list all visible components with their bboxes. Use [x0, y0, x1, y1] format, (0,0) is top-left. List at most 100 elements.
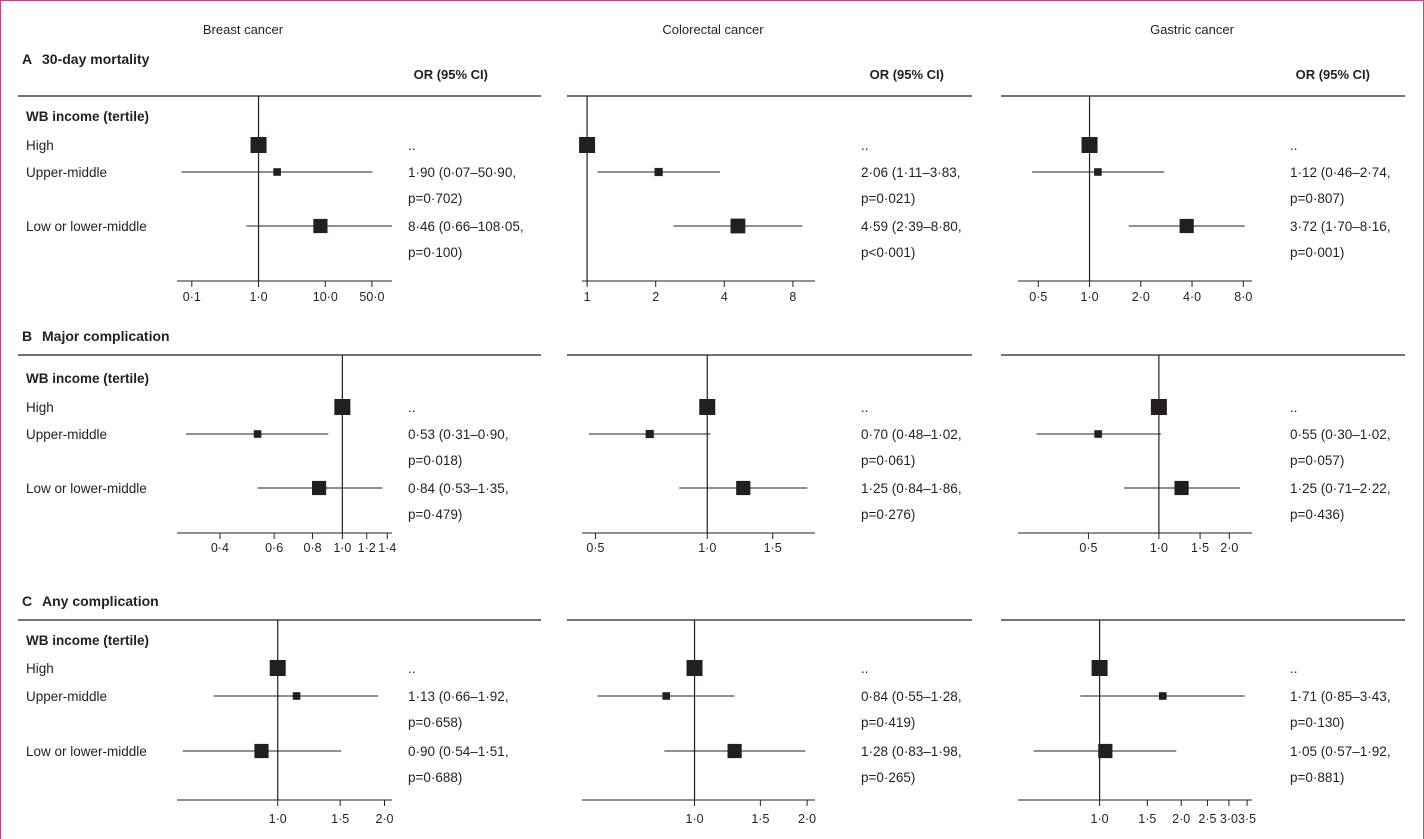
or-value: 0·55 (0·30–1·02,: [1290, 427, 1391, 442]
column-header-1: Colorectal cancer: [662, 22, 764, 37]
point-estimate-marker: [269, 660, 286, 676]
row-label-2: Low or lower-middle: [26, 744, 147, 759]
x-tick-label: 0·4: [211, 541, 229, 555]
row-label-0: High: [26, 400, 54, 415]
or-value: ..: [1290, 400, 1298, 415]
x-tick-label: 1·0: [698, 541, 716, 555]
x-tick-label: 1·0: [1091, 812, 1109, 826]
point-estimate-marker: [727, 743, 742, 759]
section-title: Any complication: [42, 593, 159, 609]
x-tick-label: 2·0: [1132, 290, 1150, 304]
or-value: 0·90 (0·54–1·51,: [408, 744, 509, 759]
or-value: 4·59 (2·39–8·80,: [861, 219, 962, 234]
section-title: 30-day mortality: [42, 51, 150, 67]
point-estimate-marker: [1094, 168, 1102, 176]
p-value: p=0·436): [1290, 507, 1344, 522]
x-tick-label: 2·0: [798, 812, 816, 826]
row-label-1: Upper-middle: [26, 165, 107, 180]
x-tick-label: 1: [584, 290, 591, 304]
column-header-0: Breast cancer: [203, 22, 284, 37]
x-tick-label: 4: [721, 290, 728, 304]
x-tick-label: 4·0: [1183, 290, 1201, 304]
point-estimate-marker: [699, 399, 716, 415]
p-value: p=0·100): [408, 245, 462, 260]
or-value: 1·13 (0·66–1·92,: [408, 689, 509, 704]
p-value: p=0·807): [1290, 191, 1344, 206]
or-value: ..: [1290, 661, 1298, 676]
point-estimate-marker: [250, 137, 267, 153]
row-label-1: Upper-middle: [26, 689, 107, 704]
x-tick-label: 50·0: [359, 290, 384, 304]
x-tick-label: 0·5: [586, 541, 604, 555]
x-tick-label: 1·4: [378, 541, 396, 555]
or-value: 1·28 (0·83–1·98,: [861, 744, 962, 759]
or-value: 0·84 (0·53–1·35,: [408, 481, 509, 496]
p-value: p=0·881): [1290, 770, 1344, 785]
row-label-0: High: [26, 138, 54, 153]
or-value: 1·25 (0·84–1·86,: [861, 481, 962, 496]
point-estimate-marker: [273, 168, 281, 176]
p-value: p=0·702): [408, 191, 462, 206]
x-tick-label: 8·0: [1234, 290, 1252, 304]
x-tick-label: 2·0: [1172, 812, 1190, 826]
or-value: ..: [861, 400, 869, 415]
x-tick-label: 0·5: [1029, 290, 1047, 304]
or-header: OR (95% CI): [870, 67, 944, 82]
p-value: p=0·061): [861, 453, 915, 468]
point-estimate-marker: [1081, 137, 1098, 153]
row-label-2: Low or lower-middle: [26, 219, 147, 234]
x-tick-label: 8: [789, 290, 796, 304]
x-tick-label: 1·0: [269, 812, 287, 826]
or-value: ..: [408, 661, 416, 676]
p-value: p=0·021): [861, 191, 915, 206]
point-estimate-marker: [654, 167, 663, 177]
point-estimate-marker: [645, 429, 654, 439]
point-estimate-marker: [579, 137, 596, 153]
x-tick-label: 0·1: [183, 290, 201, 304]
or-value: 0·70 (0·48–1·02,: [861, 427, 962, 442]
x-tick-label: 1·0: [1081, 290, 1099, 304]
point-estimate-marker: [662, 692, 671, 700]
or-value: ..: [408, 400, 416, 415]
or-value: 3·72 (1·70–8·16,: [1290, 219, 1391, 234]
x-tick-label: 1·0: [1150, 541, 1168, 555]
x-tick-label: 0·5: [1079, 541, 1097, 555]
x-tick-label: 10·0: [313, 290, 338, 304]
or-value: 0·53 (0·31–0·90,: [408, 427, 509, 442]
point-estimate-marker: [1174, 480, 1189, 496]
row-label-0: High: [26, 661, 54, 676]
point-estimate-marker: [311, 480, 327, 496]
point-estimate-marker: [1150, 399, 1167, 415]
point-estimate-marker: [1098, 743, 1113, 759]
p-value: p=0·688): [408, 770, 462, 785]
p-value: p=0·658): [408, 715, 462, 730]
p-value: p=0·018): [408, 453, 462, 468]
point-estimate-marker: [736, 480, 751, 496]
x-tick-label: 1·5: [1138, 812, 1156, 826]
point-estimate-marker: [292, 692, 301, 700]
x-tick-label: 1·0: [249, 290, 267, 304]
group-label: WB income (tertile): [26, 109, 149, 124]
x-tick-label: 2·0: [375, 812, 393, 826]
or-value: 2·06 (1·11–3·83,: [861, 165, 961, 180]
group-label: WB income (tertile): [26, 371, 149, 386]
x-tick-label: 3·5: [1238, 812, 1256, 826]
row-label-1: Upper-middle: [26, 427, 107, 442]
x-tick-label: 2·5: [1198, 812, 1216, 826]
or-header: OR (95% CI): [414, 67, 488, 82]
section-title: Major complication: [42, 328, 170, 344]
x-tick-label: 1·5: [751, 812, 769, 826]
or-value: ..: [408, 138, 416, 153]
p-value: p=0·130): [1290, 715, 1344, 730]
x-tick-label: 1·5: [1191, 541, 1209, 555]
x-tick-label: 0·6: [265, 541, 283, 555]
x-tick-label: 1·0: [686, 812, 704, 826]
or-value: 1·71 (0·85–3·43,: [1290, 689, 1391, 704]
section-letter: C: [22, 593, 32, 609]
point-estimate-marker: [313, 218, 328, 234]
section-letter: B: [22, 328, 32, 344]
row-label-2: Low or lower-middle: [26, 481, 147, 496]
p-value: p=0·265): [861, 770, 915, 785]
point-estimate-marker: [1179, 218, 1194, 234]
